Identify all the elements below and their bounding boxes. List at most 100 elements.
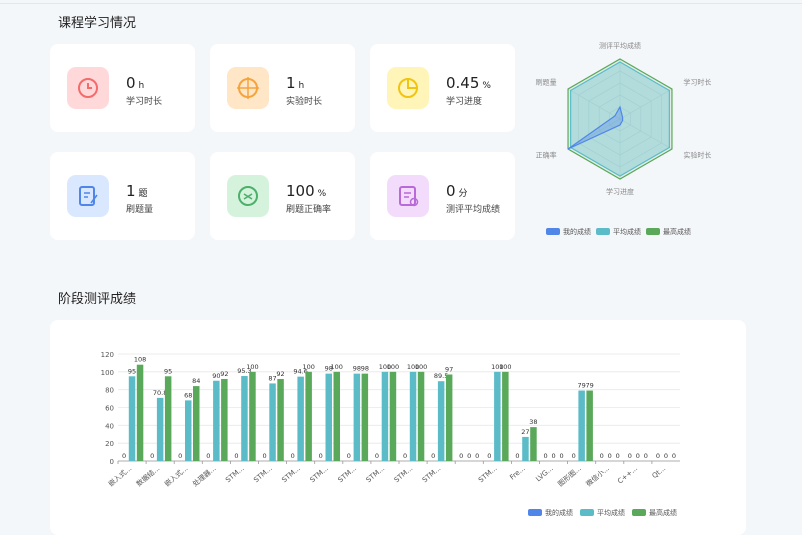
- radar-indicator: 测评平均成绩: [599, 41, 641, 50]
- stat-label: 学习进度: [446, 97, 483, 107]
- value-label: 0: [608, 452, 612, 460]
- value-label: 89.5: [434, 372, 448, 380]
- value-label: 98: [325, 365, 333, 373]
- x-tick-label: Qt...: [651, 464, 668, 480]
- y-tick-label: 120: [101, 351, 114, 359]
- x-tick-label: 图形图...: [557, 464, 583, 488]
- x-tick-label: Fre...: [508, 464, 526, 481]
- legend-swatch: [546, 228, 560, 235]
- radar-area: [567, 58, 673, 180]
- x-tick-label: STM...: [224, 464, 246, 484]
- radar-indicator: 学习进度: [606, 187, 634, 196]
- bar: [361, 373, 369, 461]
- value-label: 0: [178, 452, 182, 460]
- value-label: 68: [184, 391, 192, 399]
- stat-unit: %: [482, 81, 491, 91]
- bar: [437, 381, 445, 461]
- legend-swatch: [528, 509, 542, 516]
- value-label: 0: [616, 452, 620, 460]
- x-tick-label: STM...: [252, 464, 274, 484]
- stat-value: 0: [126, 74, 136, 92]
- bar: [522, 436, 529, 461]
- bar: [213, 380, 220, 461]
- value-label: 100: [499, 363, 511, 371]
- bar: [221, 378, 228, 461]
- x-tick-label: C++...: [616, 464, 639, 485]
- value-label: 0: [656, 452, 660, 460]
- value-label: 84: [192, 377, 200, 385]
- value-label: 0: [559, 452, 563, 460]
- bar: [494, 371, 501, 461]
- value-label: 100: [331, 363, 343, 371]
- legend-label: 平均成绩: [613, 227, 641, 236]
- x-tick-label: STM...: [393, 464, 415, 484]
- radar-axis: [619, 88, 673, 120]
- value-label: 97: [445, 366, 453, 374]
- value-label: 0: [543, 452, 547, 460]
- radar-indicator: 实验时长: [683, 151, 711, 160]
- stat-card: 0.45% 学习进度: [370, 44, 515, 132]
- value-label: 0: [600, 452, 604, 460]
- bar: [269, 383, 276, 461]
- x-tick-label: STM...: [421, 464, 443, 484]
- value-label: 0: [572, 452, 576, 460]
- value-label: 0: [206, 452, 210, 460]
- value-label: 87: [268, 374, 276, 382]
- stat-label: 学习时长: [126, 97, 163, 107]
- bar: [156, 397, 164, 461]
- icon: [67, 67, 109, 109]
- bar: [241, 376, 248, 461]
- radar-area: [567, 105, 624, 150]
- bar: [249, 371, 256, 461]
- section-title: 阶段测评成绩: [58, 292, 137, 307]
- value-label: 98: [353, 365, 361, 373]
- value-label: 79: [586, 382, 594, 390]
- value-label: 95.3: [237, 367, 251, 375]
- icon: [387, 175, 429, 217]
- icon: [67, 175, 109, 217]
- value-label: 100: [246, 363, 258, 371]
- value-label: 0: [347, 452, 351, 460]
- bar: [333, 371, 340, 461]
- radar-axis: [619, 118, 673, 150]
- value-label: 0: [515, 452, 519, 460]
- bar: [530, 427, 537, 461]
- legend-label: 最高成绩: [649, 508, 677, 517]
- x-tick-label: STM...: [337, 464, 359, 484]
- value-label: 108: [134, 356, 146, 364]
- value-label: 94.6: [293, 368, 307, 376]
- stat-value: 100: [286, 182, 315, 200]
- bar: [185, 400, 192, 461]
- x-tick-label: 嵌入式...: [106, 464, 133, 489]
- value-label: 0: [628, 452, 632, 460]
- value-label: 100: [407, 363, 419, 371]
- value-label: 100: [387, 363, 399, 371]
- value-label: 70.8: [153, 389, 167, 397]
- bar: [381, 371, 389, 461]
- bar: [578, 390, 585, 461]
- value-label: 100: [415, 363, 427, 371]
- bar: [164, 376, 172, 461]
- value-label: 100: [379, 363, 391, 371]
- value-label: 0: [551, 452, 555, 460]
- legend-label: 我的成绩: [545, 508, 573, 517]
- radar-indicator: 学习时长: [683, 77, 711, 86]
- x-tick-label: STM...: [308, 464, 330, 484]
- x-tick-label: LVG...: [534, 464, 554, 483]
- value-label: 0: [467, 452, 471, 460]
- bar: [305, 371, 312, 461]
- y-tick-label: 0: [110, 458, 114, 466]
- stat-unit: 分: [458, 189, 468, 199]
- value-label: 0: [459, 452, 463, 460]
- bar: [586, 390, 593, 461]
- value-label: 0: [375, 452, 379, 460]
- value-label: 79: [578, 382, 586, 390]
- value-label: 0: [664, 452, 668, 460]
- stat-label: 刷题量: [126, 205, 154, 215]
- value-label: 95: [164, 367, 172, 375]
- bar: [502, 371, 509, 461]
- radar-axis: [567, 118, 621, 150]
